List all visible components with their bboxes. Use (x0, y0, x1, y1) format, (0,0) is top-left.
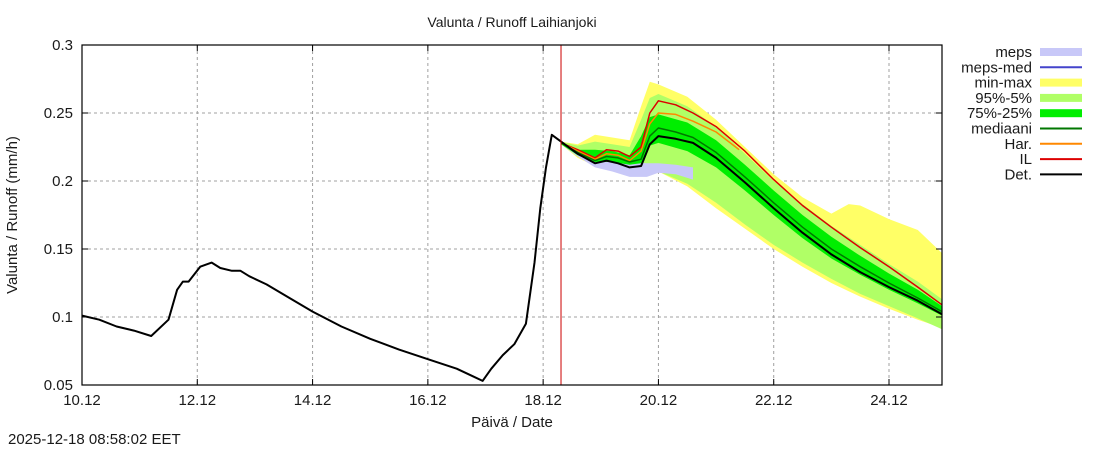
forecast-bands (561, 81, 942, 330)
x-tick-label: 12.12 (179, 392, 217, 409)
band-meps (561, 142, 693, 180)
series-lines (81, 100, 943, 382)
legend-label: 75%-25% (967, 105, 1032, 122)
legend-label: meps-med (961, 59, 1032, 76)
legend-swatch (1040, 93, 1082, 102)
x-axis-ticks: 10.12 12.12 14.12 16.12 18.12 20.12 22.12 24.12 (63, 45, 908, 409)
y-tick-label: 0.05 (44, 377, 73, 394)
band-95pct-5pct (561, 94, 942, 330)
y-tick-label: 0.3 (52, 37, 73, 54)
y-axis-label: Valunta / Runoff (mm/h) (4, 136, 21, 294)
series-det (81, 133, 943, 382)
y-tick-label: 0.2 (52, 173, 73, 190)
legend-label: Det. (1004, 166, 1032, 183)
series-har (560, 112, 740, 162)
legend-swatch (1040, 109, 1082, 118)
x-tick-label: 16.12 (409, 392, 447, 409)
x-tick-label: 22.12 (755, 392, 793, 409)
y-tick-label: 0.25 (44, 105, 73, 122)
legend-label: 95%-5% (975, 90, 1032, 107)
legend: mepsmeps-medmin-max95%-5%75%-25%mediaani… (961, 44, 1082, 183)
y-axis-ticks: 0.05 0.1 0.15 0.2 0.25 0.3 (44, 37, 942, 394)
legend-swatch (1040, 78, 1082, 87)
y-tick-label: 0.1 (52, 309, 73, 326)
x-tick-label: 20.12 (640, 392, 678, 409)
timestamp: 2025-12-18 08:58:02 EET (8, 431, 181, 448)
legend-label: IL (1019, 151, 1032, 168)
x-tick-label: 24.12 (870, 392, 908, 409)
y-tick-label: 0.15 (44, 241, 73, 258)
x-tick-label: 14.12 (294, 392, 332, 409)
x-tick-label: 18.12 (524, 392, 562, 409)
legend-label: Har. (1004, 136, 1032, 153)
plot-frame (81, 44, 943, 386)
x-axis-label: Päivä / Date (471, 414, 553, 431)
legend-label: min-max (974, 75, 1032, 92)
series-il (560, 100, 943, 306)
series-mediaani (560, 127, 943, 313)
chart-title: Valunta / Runoff Laihianjoki (427, 14, 596, 30)
x-tick-label: 10.12 (63, 392, 101, 409)
legend-label: mediaani (971, 121, 1032, 138)
legend-label: meps (995, 44, 1032, 61)
legend-swatch (1040, 48, 1082, 56)
band-75pct-25pct (561, 114, 942, 316)
